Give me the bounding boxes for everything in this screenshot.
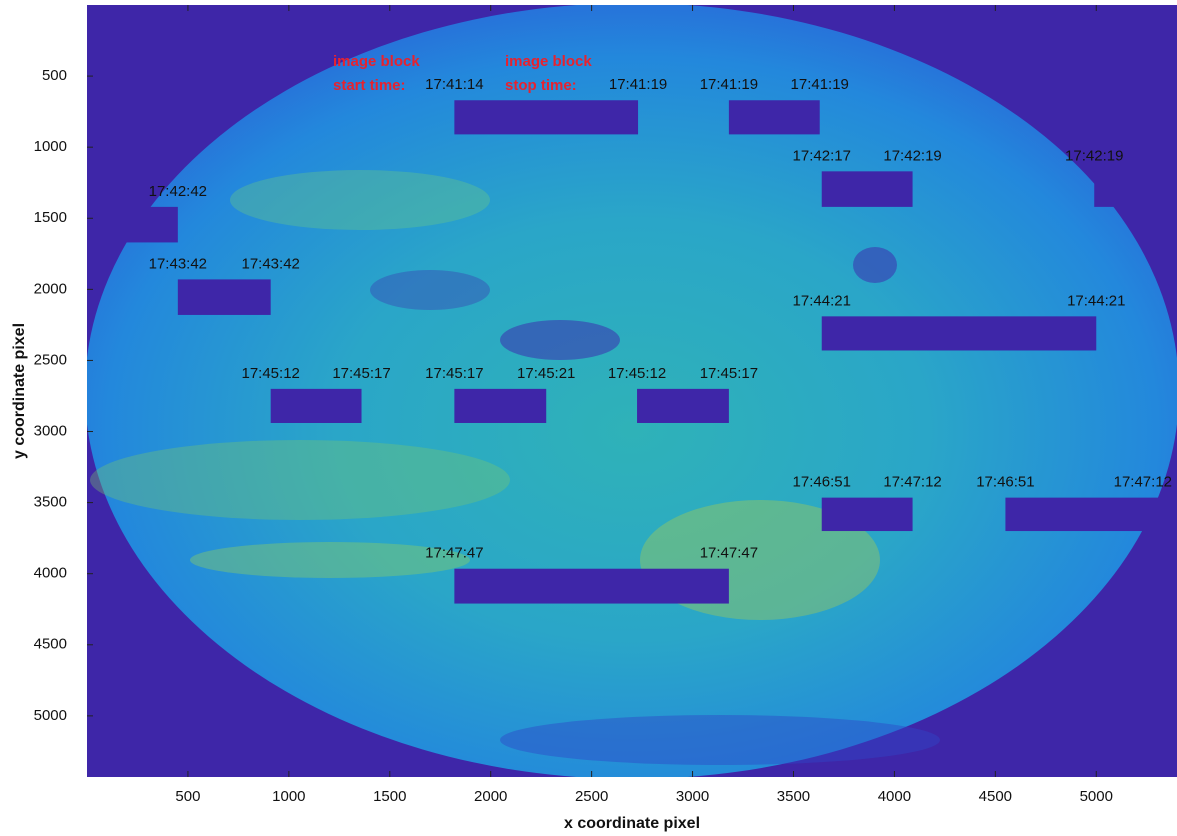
image-block bbox=[454, 568, 729, 604]
image-block bbox=[454, 388, 547, 423]
image-block bbox=[454, 100, 639, 135]
stop-time-label: 17:45:17 bbox=[332, 365, 390, 382]
cloud-band bbox=[230, 170, 490, 230]
stop-time-label: 17:45:17 bbox=[700, 365, 758, 382]
stop-time-label: 17:47:47 bbox=[700, 545, 758, 562]
y-tick-label: 2500 bbox=[34, 351, 67, 368]
stop-time-label: 17:41:19 bbox=[791, 76, 849, 93]
y-tick-label: 3500 bbox=[34, 494, 67, 511]
y-tick-label: 2000 bbox=[34, 280, 67, 297]
image-block bbox=[177, 279, 271, 315]
stop-time-label: 17:47:12 bbox=[883, 474, 941, 491]
image-block bbox=[1005, 497, 1177, 532]
stop-time-label: 17:43:42 bbox=[241, 255, 299, 272]
image-block bbox=[270, 388, 362, 423]
x-tick-label: 4000 bbox=[878, 788, 911, 805]
image-block bbox=[637, 388, 729, 423]
y-tick-label: 4500 bbox=[34, 636, 67, 653]
start-time-label: 17:46:51 bbox=[976, 474, 1034, 491]
annotation: image block bbox=[505, 53, 592, 70]
x-tick-label: 5000 bbox=[1080, 788, 1113, 805]
annotation: start time: bbox=[333, 77, 406, 94]
start-time-label: 17:42:17 bbox=[793, 147, 851, 164]
stop-time-label: 17:47:12 bbox=[1114, 474, 1172, 491]
cloud-band bbox=[190, 542, 470, 578]
start-time-label: 17:47:47 bbox=[425, 545, 483, 562]
start-time-label: 17:42:19 bbox=[1065, 147, 1123, 164]
storm bbox=[370, 270, 490, 310]
start-time-label: 17:45:12 bbox=[241, 365, 299, 382]
x-axis-label: x coordinate pixel bbox=[564, 815, 700, 832]
image-block bbox=[821, 171, 913, 207]
x-tick-label: 3000 bbox=[676, 788, 709, 805]
cloud-band bbox=[90, 440, 510, 520]
annotation: stop time: bbox=[505, 77, 577, 94]
x-tick-label: 3500 bbox=[777, 788, 810, 805]
y-axis-label: y coordinate pixel bbox=[11, 323, 28, 459]
y-tick-label: 1000 bbox=[34, 138, 67, 155]
stop-time-label: 17:44:21 bbox=[1067, 292, 1125, 309]
image-block bbox=[728, 100, 820, 135]
annotation: image block bbox=[333, 53, 420, 70]
start-time-label: 17:45:17 bbox=[425, 365, 483, 382]
x-tick-label: 2000 bbox=[474, 788, 507, 805]
start-time-label: 17:43:42 bbox=[149, 255, 207, 272]
x-tick-label: 4500 bbox=[979, 788, 1012, 805]
stop-time-label: 17:41:19 bbox=[609, 76, 667, 93]
y-tick-label: 4000 bbox=[34, 565, 67, 582]
start-time-label: 17:41:14 bbox=[425, 76, 483, 93]
stop-time-label: 17:42:19 bbox=[883, 147, 941, 164]
storm bbox=[500, 320, 620, 360]
stop-time-label: 17:45:21 bbox=[517, 365, 575, 382]
y-tick-label: 1500 bbox=[34, 209, 67, 226]
x-tick-label: 1000 bbox=[272, 788, 305, 805]
x-tick-label: 2500 bbox=[575, 788, 608, 805]
y-tick-label: 3000 bbox=[34, 422, 67, 439]
image-block bbox=[1094, 171, 1177, 207]
storm bbox=[853, 247, 897, 283]
image-block bbox=[821, 316, 1097, 351]
stop-time-label: 17:42:42 bbox=[149, 183, 207, 200]
start-time-label: 17:44:21 bbox=[793, 292, 851, 309]
image-block bbox=[87, 206, 178, 243]
start-time-label: 17:45:12 bbox=[608, 365, 666, 382]
shadow bbox=[500, 715, 940, 765]
start-time-label: 17:46:51 bbox=[793, 474, 851, 491]
image-block bbox=[821, 497, 913, 532]
start-time-label: 17:41:19 bbox=[700, 76, 758, 93]
x-tick-label: 1500 bbox=[373, 788, 406, 805]
y-tick-label: 500 bbox=[42, 67, 67, 84]
x-tick-label: 500 bbox=[175, 788, 200, 805]
y-tick-label: 5000 bbox=[34, 707, 67, 724]
